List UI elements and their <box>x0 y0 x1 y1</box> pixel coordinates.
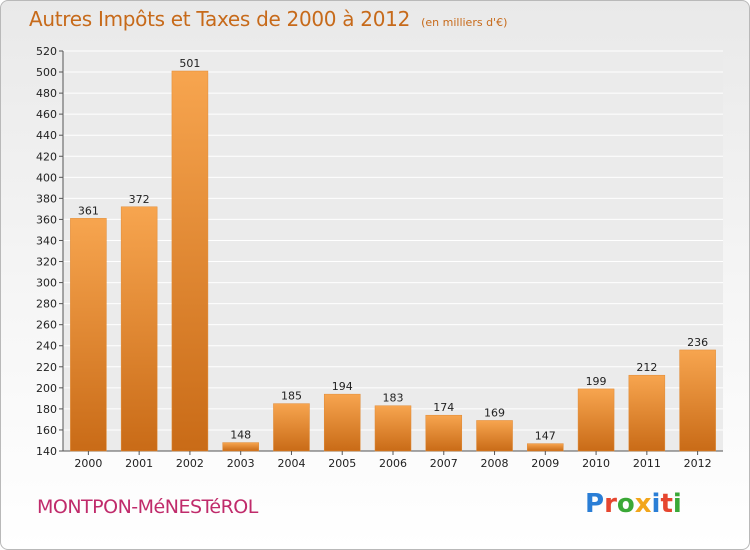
bar-value-label: 174 <box>433 401 454 414</box>
bar <box>222 442 259 452</box>
bar <box>374 405 412 452</box>
bar <box>527 443 564 452</box>
bar <box>476 420 513 452</box>
bar-value-label: 501 <box>179 57 200 70</box>
bar-value-label: 372 <box>129 193 150 206</box>
x-tick-label: 2002 <box>176 457 204 470</box>
y-tick-label: 440 <box>36 129 57 142</box>
x-tick-label: 2010 <box>582 457 610 470</box>
y-tick-label: 380 <box>36 192 57 205</box>
y-tick-label: 240 <box>36 340 57 353</box>
x-tick-label: 2006 <box>379 457 407 470</box>
bar-value-label: 236 <box>687 336 708 349</box>
x-tick-label: 2001 <box>125 457 153 470</box>
x-tick-label: 2005 <box>328 457 356 470</box>
y-tick-label: 420 <box>36 150 57 163</box>
x-tick-label: 2000 <box>74 457 102 470</box>
y-tick-label: 460 <box>36 108 57 121</box>
bar <box>679 349 716 452</box>
y-tick-label: 160 <box>36 424 57 437</box>
x-tick-label: 2011 <box>633 457 661 470</box>
y-tick-label: 140 <box>36 445 57 458</box>
proxiti-logo: Proxiti <box>585 489 682 519</box>
y-tick-label: 500 <box>36 66 57 79</box>
bar-value-label: 212 <box>636 361 657 374</box>
commune-name: MONTPON-MéNESTéROL <box>37 496 258 518</box>
bar-value-label: 148 <box>230 429 251 442</box>
y-tick-label: 200 <box>36 382 57 395</box>
bar-value-label: 169 <box>484 406 505 419</box>
y-tick-label: 360 <box>36 213 57 226</box>
bar <box>273 403 310 452</box>
x-tick-label: 2012 <box>684 457 712 470</box>
bar <box>577 388 615 452</box>
chart-title: Autres Impôts et Taxes de 2000 à 2012 <box>29 7 410 31</box>
y-tick-label: 520 <box>36 45 57 58</box>
bar-value-label: 199 <box>586 375 607 388</box>
y-tick-label: 400 <box>36 171 57 184</box>
bar-value-label: 361 <box>78 204 99 217</box>
y-tick-label: 340 <box>36 234 57 247</box>
bar-value-label: 194 <box>332 380 353 393</box>
y-tick-label: 220 <box>36 361 57 374</box>
x-tick-label: 2008 <box>481 457 509 470</box>
y-tick-label: 320 <box>36 256 57 269</box>
bar <box>70 218 107 452</box>
bar-value-label: 183 <box>383 392 404 405</box>
x-tick-label: 2009 <box>531 457 559 470</box>
bar <box>425 414 463 452</box>
bar <box>323 393 361 452</box>
chart-subtitle: (en milliers d'€) <box>421 16 508 29</box>
bar-value-label: 185 <box>281 390 302 403</box>
x-tick-label: 2003 <box>227 457 255 470</box>
y-tick-label: 300 <box>36 277 57 290</box>
x-tick-label: 2007 <box>430 457 458 470</box>
bar-value-label: 147 <box>535 430 556 443</box>
title-row: Autres Impôts et Taxes de 2000 à 2012 (e… <box>29 7 507 31</box>
y-tick-label: 280 <box>36 298 57 311</box>
bar <box>120 206 158 452</box>
x-tick-label: 2004 <box>277 457 305 470</box>
bar <box>628 374 666 452</box>
y-tick-label: 180 <box>36 403 57 416</box>
y-tick-label: 480 <box>36 87 57 100</box>
y-tick-label: 260 <box>36 319 57 332</box>
bar <box>171 70 209 452</box>
